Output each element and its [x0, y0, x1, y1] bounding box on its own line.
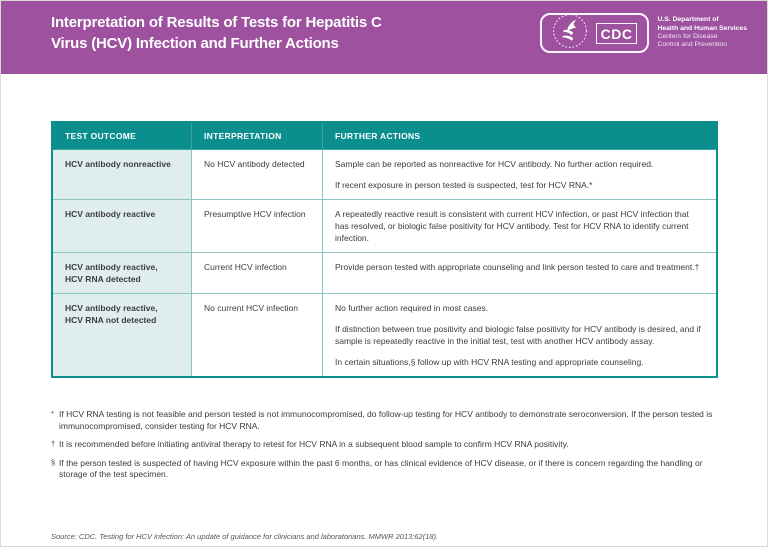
- action-paragraph: A repeatedly reactive result is consiste…: [335, 209, 689, 243]
- results-table-body: HCV antibody nonreactive No HCV antibody…: [51, 149, 718, 378]
- table-row: HCV antibody reactive Presumptive HCV in…: [51, 199, 718, 253]
- action-paragraph: If recent exposure in person tested is s…: [335, 180, 593, 190]
- agency-line-2: Control and Prevention: [657, 41, 727, 49]
- cdc-logo-text: CDC: [595, 22, 638, 44]
- footnote-marker: §: [51, 457, 56, 467]
- test-outcome-cell: HCV antibody reactive, HCV RNA not detec…: [51, 293, 192, 378]
- action-paragraph: No further action required in most cases…: [335, 303, 489, 313]
- footnote: § If the person tested is suspected of h…: [51, 458, 719, 481]
- header-banner: Interpretation of Results of Tests for H…: [1, 1, 767, 74]
- interpretation-cell: No HCV antibody detected: [191, 149, 323, 200]
- page-title: Interpretation of Results of Tests for H…: [51, 12, 382, 54]
- interpretation-cell: No current HCV infection: [191, 293, 323, 378]
- interpretation-cell: Current HCV infection: [191, 252, 323, 294]
- test-outcome-cell: HCV antibody reactive: [51, 199, 192, 253]
- title-line-2: Virus (HCV) Infection and Further Action…: [51, 35, 339, 52]
- results-table: TEST OUTCOME INTERPRETATION FURTHER ACTI…: [51, 121, 718, 378]
- results-table-container: TEST OUTCOME INTERPRETATION FURTHER ACTI…: [51, 121, 718, 378]
- footnote-marker: †: [51, 439, 56, 448]
- test-outcome-cell: HCV antibody nonreactive: [51, 149, 192, 200]
- action-paragraph: Provide person tested with appropriate c…: [335, 262, 700, 272]
- dept-line-1: U.S. Department of: [657, 16, 719, 24]
- table-row: TEST OUTCOME INTERPRETATION FURTHER ACTI…: [51, 121, 718, 150]
- cdc-hhs-logo: CDC U.S. Department of Health and Human …: [539, 13, 747, 54]
- hhs-department-text: U.S. Department of Health and Human Serv…: [657, 16, 747, 49]
- title-line-1: Interpretation of Results of Tests for H…: [51, 14, 382, 31]
- action-paragraph: If distinction between true positivity a…: [335, 324, 701, 346]
- table-row: HCV antibody reactive, HCV RNA detected …: [51, 252, 718, 294]
- interpretation-cell: Presumptive HCV infection: [191, 199, 323, 253]
- further-actions-cell: Provide person tested with appropriate c…: [322, 252, 718, 294]
- footnote-text: If the person tested is suspected of hav…: [59, 457, 703, 480]
- hhs-cdc-badge: CDC: [539, 13, 650, 54]
- table-row: HCV antibody reactive, HCV RNA not detec…: [51, 293, 718, 378]
- hhs-eagle-icon: [552, 13, 588, 54]
- footnote: * If HCV RNA testing is not feasible and…: [51, 409, 719, 432]
- action-paragraph: Sample can be reported as nonreactive fo…: [335, 159, 654, 169]
- action-paragraph: In certain situations,§ follow up with H…: [335, 357, 644, 367]
- footnote-marker: *: [51, 409, 54, 418]
- source-citation: Source: CDC. Testing for HCV infection: …: [51, 532, 439, 541]
- further-actions-cell: No further action required in most cases…: [322, 293, 718, 378]
- test-outcome-cell: HCV antibody reactive, HCV RNA detected: [51, 252, 192, 294]
- further-actions-cell: Sample can be reported as nonreactive fo…: [322, 149, 718, 200]
- agency-line-1: Centers for Disease: [657, 33, 718, 40]
- further-actions-cell: A repeatedly reactive result is consiste…: [322, 199, 718, 253]
- table-header-row: TEST OUTCOME INTERPRETATION FURTHER ACTI…: [51, 121, 718, 150]
- column-header-further-actions: FURTHER ACTIONS: [322, 121, 718, 150]
- column-header-interpretation: INTERPRETATION: [191, 121, 323, 150]
- dept-line-2: Health and Human Services: [657, 24, 747, 32]
- table-row: HCV antibody nonreactive No HCV antibody…: [51, 149, 718, 200]
- footnote-text: It is recommended before initiating anti…: [59, 439, 569, 449]
- footnote-text: If HCV RNA testing is not feasible and p…: [59, 409, 713, 431]
- footnotes-section: * If HCV RNA testing is not feasible and…: [51, 409, 719, 488]
- column-header-test-outcome: TEST OUTCOME: [51, 121, 192, 150]
- footnote: † It is recommended before initiating an…: [51, 439, 719, 451]
